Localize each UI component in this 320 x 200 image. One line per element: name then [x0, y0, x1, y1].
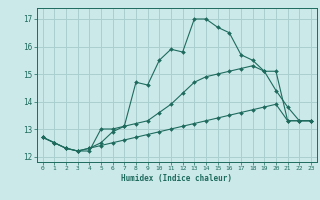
X-axis label: Humidex (Indice chaleur): Humidex (Indice chaleur) — [121, 174, 232, 183]
